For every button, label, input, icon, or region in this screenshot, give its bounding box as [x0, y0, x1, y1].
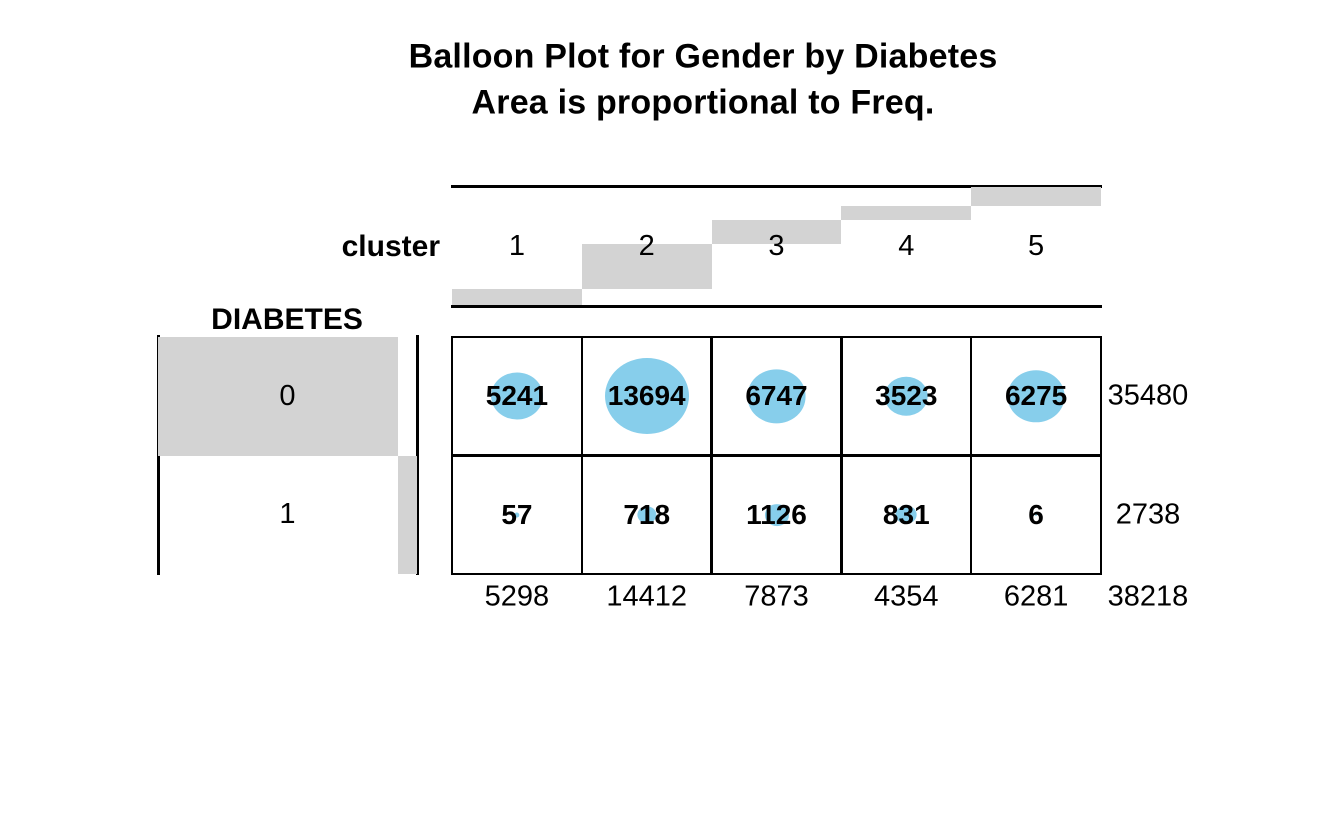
balloon [1035, 513, 1038, 516]
column-label: 3 [768, 229, 785, 262]
row-margin-bar [398, 455, 417, 574]
cell-value: 5241 [485, 380, 549, 412]
column-label: 2 [638, 229, 655, 262]
row-label: 0 [279, 379, 296, 412]
column-margin-bar [971, 187, 1101, 207]
grid-line-horizontal [450, 335, 1103, 339]
row-label-right-rule [416, 335, 419, 575]
column-margin-bar [711, 219, 842, 245]
balloon [895, 505, 917, 525]
column-label: 4 [898, 229, 915, 262]
balloon [490, 372, 543, 420]
x-axis-label: cluster [341, 229, 440, 263]
column-total: 6281 [1003, 580, 1069, 613]
row-label: 1 [279, 498, 296, 531]
column-total: 7873 [744, 580, 809, 613]
cell-value: 6275 [1004, 380, 1068, 412]
row-total: 2738 [1115, 498, 1181, 531]
grand-total: 38218 [1107, 580, 1189, 613]
balloon [1007, 370, 1065, 422]
cell-value: 6747 [745, 380, 808, 412]
cell-value: 6 [1028, 498, 1044, 530]
balloon [514, 512, 520, 518]
cell-value: 57 [501, 498, 533, 530]
row-total: 35480 [1107, 379, 1189, 412]
chart-subtitle: Area is proportional to Freq. [471, 83, 935, 122]
column-label: 1 [508, 229, 525, 262]
column-label: 5 [1028, 229, 1045, 262]
header-rule-bottom [451, 305, 1102, 308]
balloon [764, 503, 789, 526]
balloon [747, 369, 806, 423]
cell-value: 3523 [875, 380, 938, 412]
column-margin-bar [452, 288, 582, 305]
grid-line-horizontal [450, 454, 1103, 457]
grid-line-horizontal [450, 572, 1103, 576]
row-margin-bar [158, 337, 399, 456]
balloon [637, 506, 657, 524]
column-margin-bar [841, 206, 972, 220]
cell-value: 1126 [746, 498, 807, 530]
cell-value: 718 [623, 498, 671, 530]
column-total: 4354 [874, 580, 939, 613]
column-total: 14412 [606, 580, 688, 613]
column-total: 5298 [484, 580, 550, 613]
balloon [604, 358, 689, 435]
cell-value: 831 [882, 498, 930, 530]
y-axis-label: DIABETES [211, 303, 363, 336]
column-margin-bar [581, 244, 712, 289]
balloon [885, 376, 928, 416]
header-rule-top [451, 185, 1102, 188]
chart-title: Balloon Plot for Gender by Diabetes [408, 37, 998, 76]
cell-value: 13694 [607, 380, 686, 412]
